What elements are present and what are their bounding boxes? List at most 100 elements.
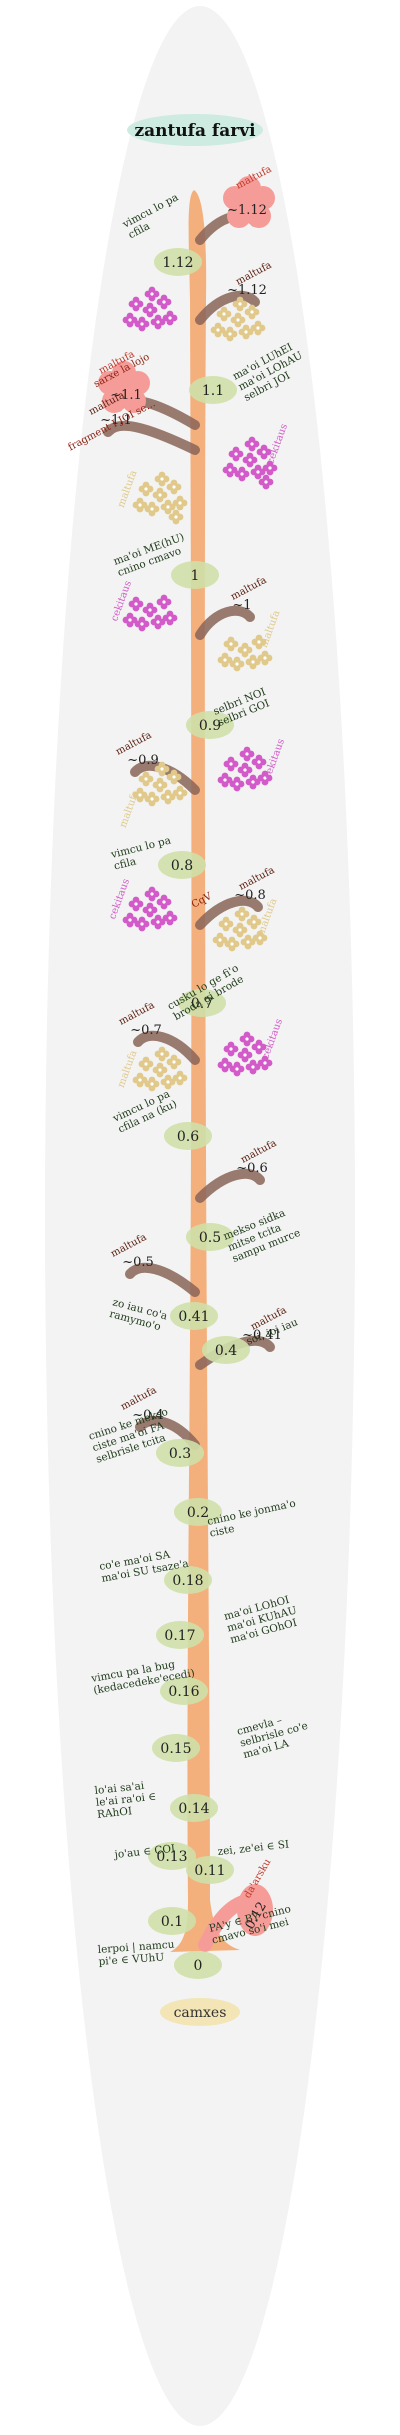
cluster-dot [144, 487, 148, 491]
cluster-petal [245, 658, 253, 666]
branch-stem [195, 1168, 265, 1203]
cluster-petal [232, 300, 240, 308]
level-label: 0.3 [169, 1446, 191, 1462]
cluster-petal [217, 656, 225, 664]
cluster-dot [229, 762, 233, 766]
cluster-petal [246, 918, 254, 926]
root-bubble [160, 1998, 240, 2026]
cluster-dot [257, 760, 261, 764]
root-label: camxes [174, 2005, 227, 2021]
cluster-dot [251, 660, 255, 664]
cluster-dot [174, 515, 178, 519]
cluster-dot [248, 458, 252, 462]
cluster-dot [246, 940, 250, 944]
cluster-dot [172, 1060, 176, 1064]
cluster-dot [178, 501, 182, 505]
branch-stem [125, 1262, 200, 1297]
cluster-dot [238, 302, 242, 306]
cluster-dot [178, 1076, 182, 1080]
cluster-dot [150, 1082, 154, 1086]
level-bubble [154, 248, 202, 276]
cluster-dot [216, 328, 220, 332]
cluster-petal [152, 1066, 160, 1074]
cluster-dot [150, 797, 154, 801]
level-bubble [148, 1907, 196, 1935]
level-bubble [164, 1566, 212, 1594]
cluster-petal [160, 503, 168, 511]
level-label: 1.12 [162, 255, 193, 271]
cluster-petal [150, 318, 158, 326]
trunk-shape [170, 190, 240, 1952]
branch-stem [135, 1415, 200, 1450]
level-bubble [160, 1677, 208, 1705]
cluster-dot [172, 775, 176, 779]
cluster-dot [158, 493, 162, 497]
branch-label: ~1.12 [227, 283, 267, 298]
cluster-dot [252, 920, 256, 924]
cluster-petal [166, 1058, 174, 1066]
level-label: 0.16 [168, 1684, 199, 1700]
level-label: 0.13 [156, 1849, 187, 1865]
cluster-petal [142, 306, 150, 314]
cluster-petal [223, 760, 231, 768]
cluster-dot [251, 780, 255, 784]
level-label: 0.5 [199, 1230, 221, 1246]
cluster-petal [122, 316, 130, 324]
cluster-dot [243, 648, 247, 652]
cluster-dot [223, 658, 227, 662]
cluster-petal [250, 324, 258, 332]
cluster-dot [250, 442, 254, 446]
cluster-dot [245, 1037, 249, 1041]
cluster-petal [150, 918, 158, 926]
cluster-petal [142, 606, 150, 614]
cluster-dot [148, 308, 152, 312]
cluster-petal [250, 468, 258, 476]
cluster-petal [223, 640, 231, 648]
cluster-petal [152, 781, 160, 789]
cluster-petal [242, 456, 250, 464]
level-label: 0.7 [191, 996, 213, 1012]
level-bubble [174, 1498, 222, 1526]
cluster-dot [251, 1065, 255, 1069]
cluster-dot [148, 908, 152, 912]
cluster-petal [154, 765, 162, 773]
cluster-dot [166, 505, 170, 509]
cluster-dot [256, 470, 260, 474]
branch-stem [103, 420, 200, 455]
level-label: 0.15 [160, 1741, 191, 1757]
cluster-petal [162, 614, 170, 622]
title-bubble [127, 114, 263, 146]
cluster-petal [222, 466, 230, 474]
cluster-dot [128, 618, 132, 622]
cluster-dot [166, 1080, 170, 1084]
cluster-petal [245, 1063, 253, 1071]
cluster-petal [217, 776, 225, 784]
cluster-petal [238, 328, 246, 336]
cluster-petal [212, 936, 220, 944]
cluster-petal [162, 314, 170, 322]
cluster-petal [237, 1051, 245, 1059]
cluster-dot [243, 1053, 247, 1057]
cluster-petal [223, 1045, 231, 1053]
cluster-dot [256, 326, 260, 330]
cluster-dot [228, 332, 232, 336]
cluster-dot [140, 922, 144, 926]
cluster-dot [128, 318, 132, 322]
cluster-dot [235, 662, 239, 666]
cluster-petal [237, 766, 245, 774]
cluster-petal [244, 308, 252, 316]
cluster-petal [150, 618, 158, 626]
branch-label: ~0.5 [122, 1255, 154, 1270]
level-node: 0 lerpoi | namcupi'e ∈ VUhU [97, 1939, 222, 1979]
cluster-petal [240, 938, 248, 946]
cluster-petal [154, 1050, 162, 1058]
cluster-dot [178, 791, 182, 795]
cluster-dot [236, 318, 240, 322]
fruit-cluster [210, 296, 266, 342]
cluster-dot [268, 466, 272, 470]
branch-stem [195, 895, 263, 930]
cluster-petal [168, 513, 176, 521]
cluster-dot [257, 1045, 261, 1049]
level-bubble [186, 1223, 234, 1251]
